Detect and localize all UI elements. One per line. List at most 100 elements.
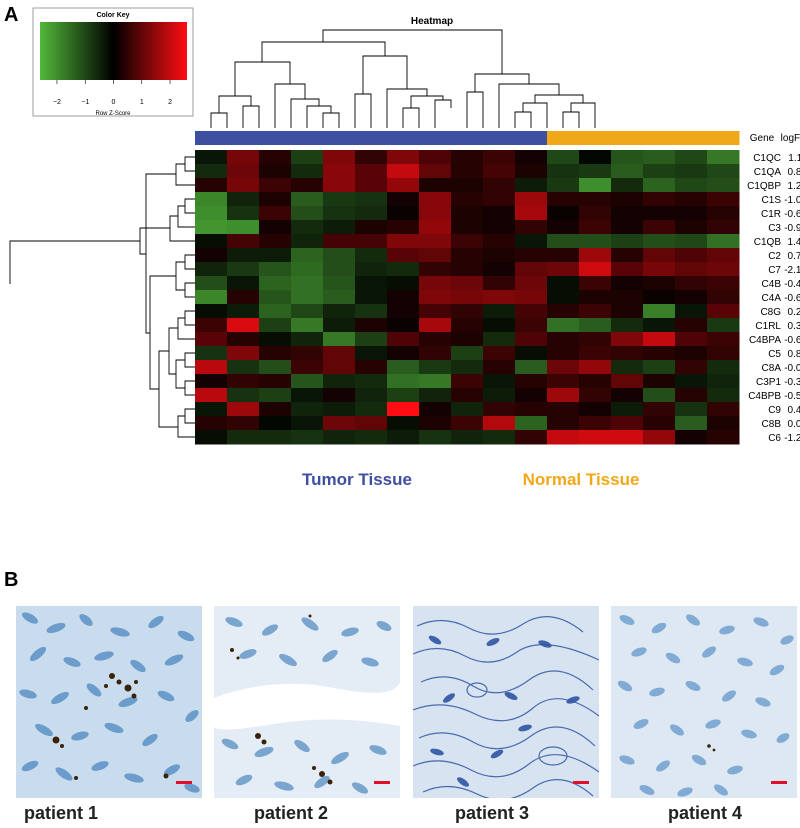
- heatmap-cell: [323, 234, 356, 249]
- gene-logfc: -0.43: [784, 279, 800, 290]
- heatmap-cell: [387, 248, 420, 263]
- gene-name: C1S: [762, 195, 782, 206]
- heatmap-cell: [515, 430, 548, 445]
- heatmap-cell: [259, 416, 292, 431]
- heatmap-cell: [547, 150, 580, 165]
- heatmap-cell: [291, 248, 324, 263]
- heatmap-cell: [611, 262, 644, 277]
- patient-label-1: patient 1: [24, 803, 99, 823]
- patient-label-2: patient 2: [254, 803, 329, 823]
- heatmap-cell: [707, 416, 740, 431]
- heatmap-cell: [547, 290, 580, 305]
- heatmap-cell: [675, 220, 708, 235]
- gene-logfc: 1.11: [788, 153, 800, 164]
- heatmap-cell: [451, 402, 484, 417]
- gene-logfc: 0.35: [788, 321, 800, 332]
- heatmap-cell: [611, 346, 644, 361]
- normal-tissue-label: Normal Tissue: [523, 470, 640, 489]
- heatmap-cell: [483, 318, 516, 333]
- group-bar-tumor: [195, 131, 228, 145]
- group-color-bars: [195, 131, 740, 145]
- patient-label-4: patient 4: [668, 803, 743, 823]
- heatmap-cell: [195, 178, 228, 193]
- heatmap-cell: [227, 150, 260, 165]
- heatmap-cell: [547, 276, 580, 291]
- panel-b-letter: B: [4, 569, 19, 591]
- heatmap-cell: [355, 220, 388, 235]
- heatmap-cell: [707, 262, 740, 277]
- heatmap-cell: [323, 318, 356, 333]
- heatmap-cell: [451, 178, 484, 193]
- heatmap-cell: [547, 346, 580, 361]
- heatmap-cell: [419, 220, 452, 235]
- heatmap-cell: [323, 150, 356, 165]
- heatmap-cell: [611, 374, 644, 389]
- heatmap-cell: [323, 332, 356, 347]
- heatmap-cell: [195, 360, 228, 375]
- gene-name: C1QB: [754, 237, 782, 248]
- gene-logfc: -0.65: [784, 209, 800, 220]
- gene-name: C1QC: [753, 153, 781, 164]
- group-bar-tumor: [227, 131, 260, 145]
- heatmap-cell: [419, 374, 452, 389]
- heatmap-cell: [515, 304, 548, 319]
- heatmap-cell: [483, 276, 516, 291]
- heatmap-cell: [643, 346, 676, 361]
- gene-name: C8A: [762, 363, 782, 374]
- heatmap-cell: [387, 290, 420, 305]
- heatmap-cell: [547, 164, 580, 179]
- heatmap-cell: [547, 332, 580, 347]
- heatmap-cell: [195, 346, 228, 361]
- heatmap-cell: [611, 234, 644, 249]
- heatmap-cell: [675, 402, 708, 417]
- ihc-photo-image: [611, 606, 797, 798]
- heatmap-cell: [227, 360, 260, 375]
- group-bar-tumor: [451, 131, 484, 145]
- heatmap-cell: [643, 416, 676, 431]
- gene-logfc: -1.04: [784, 195, 800, 206]
- heatmap-cell: [643, 276, 676, 291]
- heatmap-cell: [515, 346, 548, 361]
- heatmap-cell: [387, 164, 420, 179]
- heatmap-cell: [611, 206, 644, 221]
- heatmap-cell: [451, 360, 484, 375]
- color-key-tick-label: 0: [112, 99, 116, 106]
- heatmap-cell: [451, 262, 484, 277]
- heatmap-figure: Color Key −2 −1 0 1 2 Row Z-Score Heatmap: [9, 7, 800, 489]
- heatmap-cell: [643, 388, 676, 403]
- color-key-tick-label: 1: [140, 99, 144, 106]
- heatmap-cell: [675, 178, 708, 193]
- gene-logfc: -2.15: [784, 265, 800, 276]
- group-bar-normal: [579, 131, 612, 145]
- gene-logfc: 0.43: [788, 405, 800, 416]
- column-dendrogram: [210, 29, 596, 128]
- gene-logfc: -0.94: [784, 223, 800, 234]
- heatmap-cell: [675, 234, 708, 249]
- heatmap-cell: [483, 206, 516, 221]
- heatmap-cell: [195, 416, 228, 431]
- heatmap-cell: [419, 164, 452, 179]
- heatmap-cell: [483, 416, 516, 431]
- heatmap-cell: [643, 332, 676, 347]
- heatmap-cell: [451, 192, 484, 207]
- heatmap-cell: [227, 304, 260, 319]
- heatmap-cell: [483, 388, 516, 403]
- heatmap-cell: [611, 332, 644, 347]
- heatmap-cell: [355, 304, 388, 319]
- heatmap-cell: [547, 388, 580, 403]
- heatmap-cell: [643, 290, 676, 305]
- heatmap-cell: [547, 360, 580, 375]
- heatmap-cell: [291, 290, 324, 305]
- heatmap-cell: [515, 150, 548, 165]
- heatmap-cell: [611, 290, 644, 305]
- heatmap-cell: [579, 192, 612, 207]
- heatmap-cell: [291, 388, 324, 403]
- heatmap-cell: [195, 332, 228, 347]
- heatmap-cell: [387, 318, 420, 333]
- heatmap-cell: [355, 430, 388, 445]
- heatmap-cell: [451, 206, 484, 221]
- heatmap-cell: [323, 374, 356, 389]
- heatmap-cell: [227, 416, 260, 431]
- heatmap-cell: [419, 150, 452, 165]
